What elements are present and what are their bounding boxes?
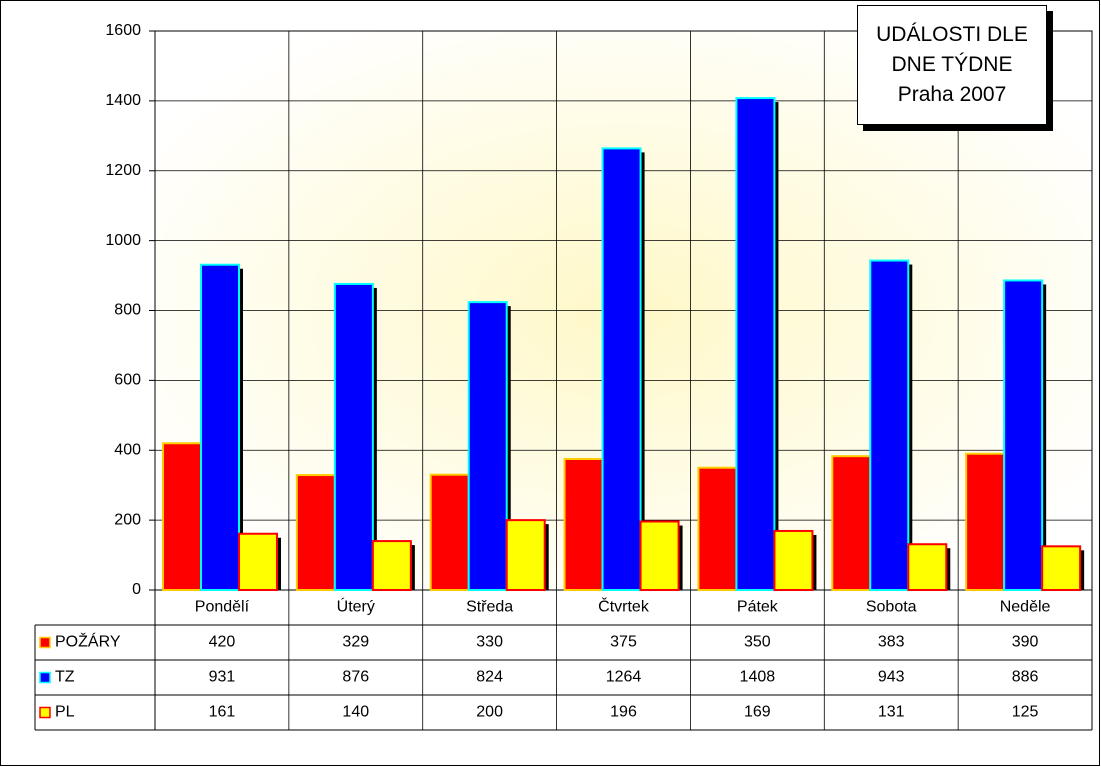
legend-label: TZ	[55, 669, 75, 686]
table-value: 886	[1012, 669, 1039, 686]
x-tick-label: Pátek	[737, 599, 779, 616]
bar	[869, 259, 910, 591]
bar	[238, 532, 278, 591]
table-value: 169	[744, 704, 771, 721]
chart-subtitle: Praha 2007	[897, 83, 1007, 106]
table-value: 131	[878, 704, 905, 721]
table-value: 1264	[606, 669, 642, 686]
bar	[735, 97, 776, 592]
bar	[601, 147, 642, 591]
y-tick-label: 1600	[105, 22, 141, 39]
bar	[505, 519, 546, 591]
table-value: 1408	[740, 669, 776, 686]
bar	[563, 457, 604, 591]
table-value: 350	[744, 634, 771, 651]
y-tick-label: 400	[114, 441, 141, 458]
legend-label: PL	[55, 704, 75, 721]
x-tick-label: Pondělí	[195, 599, 250, 616]
bar	[773, 529, 814, 592]
table-value: 330	[476, 634, 503, 651]
bar	[697, 466, 738, 591]
x-tick-label: Sobota	[866, 599, 917, 616]
chart-title: UDÁLOSTI DLE DNE TÝDNE	[876, 23, 1028, 76]
legend-key	[39, 706, 51, 719]
bar	[1003, 279, 1044, 591]
y-tick-label: 1400	[105, 92, 141, 109]
table-value: 931	[209, 669, 236, 686]
y-tick-label: 1000	[105, 232, 141, 249]
bar	[333, 282, 374, 591]
table-value: 824	[476, 669, 503, 686]
bar	[1041, 545, 1082, 591]
bar	[467, 301, 508, 591]
table-value: 200	[476, 704, 503, 721]
bar	[371, 540, 412, 592]
table-value: 375	[610, 634, 637, 651]
table-value: 125	[1012, 704, 1039, 721]
x-tick-label: Neděle	[1000, 599, 1051, 616]
y-tick-label: 800	[114, 302, 141, 319]
table-value: 383	[878, 634, 905, 651]
bar	[200, 263, 240, 591]
y-tick-label: 200	[114, 511, 141, 528]
legend-key	[39, 636, 51, 649]
bar	[162, 442, 202, 592]
bar	[429, 473, 470, 591]
title-box: UDÁLOSTI DLE DNE TÝDNE Praha 2007	[857, 5, 1047, 125]
table-value: 161	[209, 704, 236, 721]
x-tick-label: Středa	[466, 599, 513, 616]
x-tick-label: Úterý	[337, 597, 375, 616]
table-value: 420	[209, 634, 236, 651]
y-tick-label: 600	[114, 372, 141, 389]
y-tick-label: 0	[132, 581, 141, 598]
table-value: 329	[342, 634, 369, 651]
x-tick-label: Čtvrtek	[598, 597, 650, 616]
table-value: 390	[1012, 634, 1039, 651]
table-value: 943	[878, 669, 905, 686]
table-value: 876	[342, 669, 369, 686]
table-value: 196	[610, 704, 637, 721]
y-tick-label: 1200	[105, 162, 141, 179]
bar	[295, 474, 336, 592]
bar	[965, 452, 1006, 591]
legend-label: POŽÁRY	[55, 632, 121, 651]
bar	[907, 543, 948, 591]
table-value: 140	[342, 704, 369, 721]
bar	[831, 455, 872, 591]
legend-key	[39, 671, 51, 684]
bar	[639, 520, 680, 592]
